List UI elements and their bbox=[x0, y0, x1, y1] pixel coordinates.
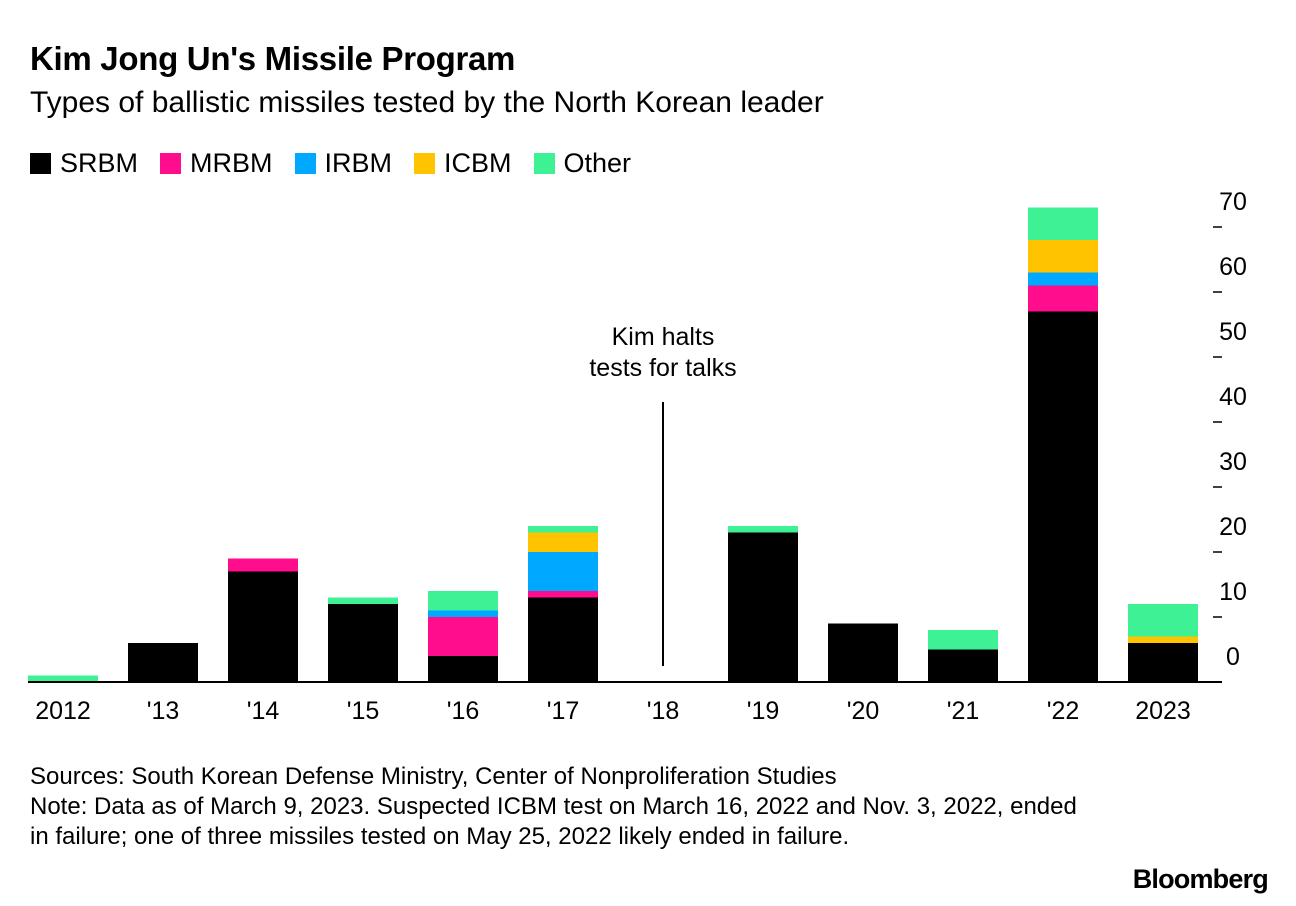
x-tick-label-14: '14 bbox=[247, 697, 280, 725]
x-tick-label-15: '15 bbox=[347, 697, 380, 725]
y-tick-label-30: 30 bbox=[1219, 448, 1247, 476]
bar-2023-icbm bbox=[1128, 636, 1198, 643]
legend-swatch-icbm bbox=[414, 153, 436, 174]
legend-swatch-srbm bbox=[30, 153, 51, 174]
bar-17-icbm bbox=[528, 532, 598, 552]
bloomberg-logo: Bloomberg bbox=[1132, 864, 1269, 894]
legend-label-other: Other bbox=[563, 148, 632, 178]
bar-2023-other bbox=[1128, 604, 1198, 637]
x-tick-label-18: '18 bbox=[647, 697, 680, 725]
bar-13-srbm bbox=[128, 643, 198, 682]
legend-label-srbm: SRBM bbox=[60, 148, 139, 178]
y-tick-label-10: 10 bbox=[1219, 578, 1247, 606]
bar-22-other bbox=[1028, 207, 1098, 240]
bar-21-srbm bbox=[928, 649, 998, 682]
legend-item-srbm: SRBM bbox=[30, 148, 138, 179]
legend-label-mrbm: MRBM bbox=[190, 148, 273, 178]
x-tick-label-22: '22 bbox=[1047, 697, 1080, 725]
x-tick-label-20: '20 bbox=[847, 697, 880, 725]
legend-item-irbm: IRBM bbox=[294, 148, 393, 179]
legend-label-irbm: IRBM bbox=[324, 148, 393, 178]
legend-label-icbm: ICBM bbox=[444, 148, 512, 178]
bar-22-icbm bbox=[1028, 240, 1098, 273]
bar-16-mrbm bbox=[428, 617, 498, 656]
x-tick-label-16: '16 bbox=[447, 697, 480, 725]
bar-17-other bbox=[528, 526, 598, 533]
bar-17-srbm bbox=[528, 597, 598, 682]
bar-16-irbm bbox=[428, 610, 498, 617]
bar-22-irbm bbox=[1028, 272, 1098, 286]
bar-19-srbm bbox=[728, 532, 798, 682]
y-tick-label-50: 50 bbox=[1219, 318, 1247, 346]
legend-swatch-mrbm bbox=[160, 153, 182, 174]
x-tick-label-2012: 2012 bbox=[35, 697, 91, 725]
bar-17-mrbm bbox=[528, 591, 598, 598]
bar-16-srbm bbox=[428, 656, 498, 682]
legend-item-icbm: ICBM bbox=[414, 148, 512, 179]
legend-swatch-irbm bbox=[294, 153, 316, 174]
y-tick-label-60: 60 bbox=[1219, 253, 1247, 281]
x-tick-label-17: '17 bbox=[547, 697, 580, 725]
bar-16-other bbox=[428, 591, 498, 611]
chart-title: Kim Jong Un's Missile Program bbox=[30, 40, 516, 77]
y-tick-label-20: 20 bbox=[1219, 513, 1247, 541]
legend-swatch-other bbox=[533, 153, 555, 174]
bar-2023-srbm bbox=[1128, 643, 1198, 682]
legend-item-mrbm: MRBM bbox=[160, 148, 273, 179]
bar-19-other bbox=[728, 526, 798, 533]
bar-22-srbm bbox=[1028, 311, 1098, 682]
x-tick-label-13: '13 bbox=[147, 697, 180, 725]
bar-14-mrbm bbox=[228, 558, 298, 572]
legend-item-other: Other bbox=[533, 148, 632, 179]
legend: SRBM MRBM IRBM ICBM Other bbox=[30, 148, 653, 179]
bar-15-srbm bbox=[328, 604, 398, 682]
sources-block: Sources: South Korean Defense Ministry, … bbox=[30, 762, 1090, 852]
x-tick-label-19: '19 bbox=[747, 697, 780, 725]
sources-text: Sources: South Korean Defense Ministry, … bbox=[30, 763, 837, 790]
y-tick-label-40: 40 bbox=[1219, 383, 1247, 411]
bar-15-other bbox=[328, 597, 398, 604]
bar-21-other bbox=[928, 630, 998, 650]
y-tick-label-0: 0 bbox=[1226, 643, 1240, 671]
bar-17-irbm bbox=[528, 552, 598, 591]
annotation-text-line-1: Kim halts bbox=[612, 323, 715, 351]
x-tick-label-21: '21 bbox=[947, 697, 980, 725]
chart-subtitle: Types of ballistic missiles tested by th… bbox=[30, 86, 824, 119]
bar-2012-other bbox=[28, 675, 98, 682]
bar-20-srbm bbox=[828, 623, 898, 682]
annotation-text-line-2: tests for talks bbox=[589, 354, 736, 382]
x-tick-label-2023: 2023 bbox=[1135, 697, 1191, 725]
bar-22-mrbm bbox=[1028, 285, 1098, 312]
note-text: Note: Data as of March 9, 2023. Suspecte… bbox=[30, 793, 1077, 850]
y-tick-label-70: 70 bbox=[1219, 188, 1247, 216]
bar-14-srbm bbox=[228, 571, 298, 682]
